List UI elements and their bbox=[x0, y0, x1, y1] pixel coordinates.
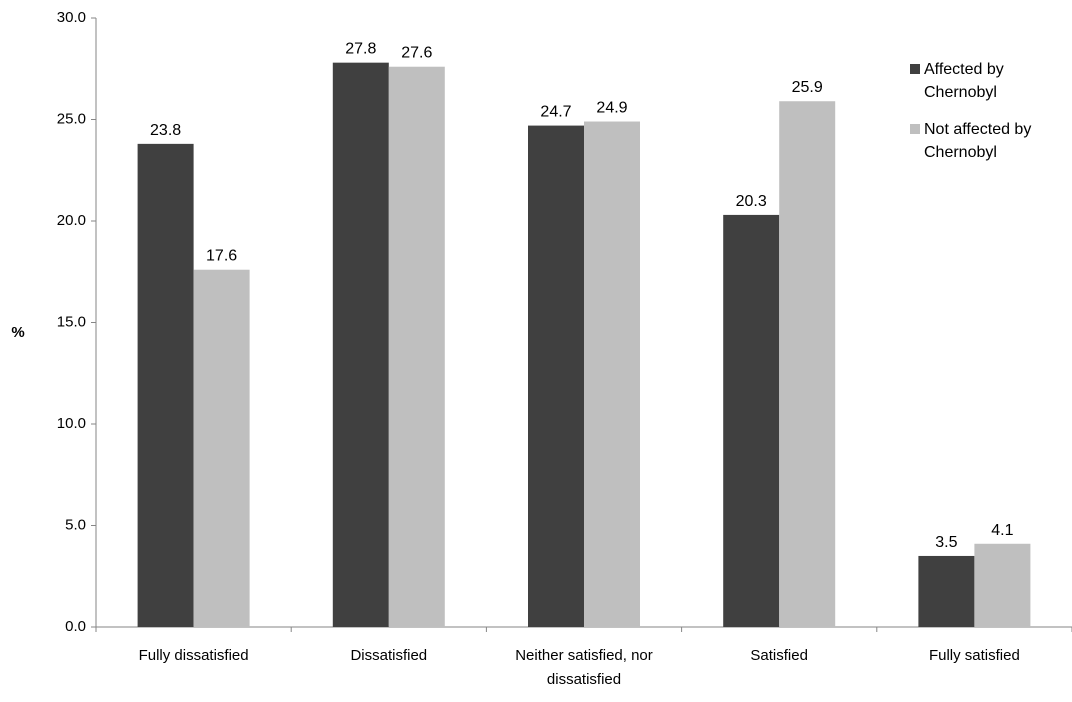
bar bbox=[723, 214, 780, 627]
y-tick-label: 5.0 bbox=[65, 516, 86, 533]
y-axis-title: % bbox=[11, 324, 24, 341]
x-category-label-line: Dissatisfied bbox=[350, 647, 427, 664]
legend-swatch bbox=[910, 64, 920, 74]
data-label: 3.5 bbox=[935, 534, 957, 551]
bar bbox=[584, 121, 640, 627]
bars bbox=[137, 62, 1031, 628]
x-category-label-line: Satisfied bbox=[750, 647, 808, 664]
x-category-label: Satisfied bbox=[750, 647, 808, 664]
y-tick-label: 0.0 bbox=[65, 618, 86, 635]
data-label: 27.6 bbox=[401, 45, 432, 62]
bar bbox=[779, 101, 836, 628]
x-category-label: Fully satisfied bbox=[929, 647, 1020, 664]
y-tick-label: 20.0 bbox=[57, 212, 86, 229]
y-tick-label: 30.0 bbox=[57, 9, 86, 26]
bar bbox=[332, 62, 389, 628]
axes: 0.0 5.0 10.0 15.0 20.0 25.0 30.0 Fully dissatis… bbox=[57, 9, 1072, 688]
legend-label-line: Not affected by bbox=[924, 121, 1031, 138]
legend-label-line: Chernobyl bbox=[924, 84, 997, 101]
bar bbox=[193, 269, 250, 627]
bar bbox=[528, 125, 584, 627]
bar bbox=[137, 143, 194, 628]
legend-label: Affected by Chernobyl bbox=[924, 61, 1004, 101]
data-label: 24.7 bbox=[540, 104, 571, 121]
data-label: 20.3 bbox=[736, 193, 767, 210]
x-category-label: Neither satisfied, nor dissatisfied bbox=[515, 647, 653, 688]
y-tick-label: 25.0 bbox=[57, 110, 86, 127]
data-label: 17.6 bbox=[206, 248, 237, 265]
bar bbox=[974, 543, 1031, 627]
bar bbox=[918, 555, 975, 627]
y-tick-label: 15.0 bbox=[57, 313, 86, 330]
data-label: 23.8 bbox=[150, 122, 181, 139]
data-label: 24.9 bbox=[596, 100, 627, 117]
data-label: 27.8 bbox=[345, 41, 376, 58]
x-category-label-line: dissatisfied bbox=[547, 671, 621, 688]
data-label: 25.9 bbox=[792, 79, 823, 96]
y-tick-label: 10.0 bbox=[57, 415, 86, 432]
legend-label: Not affected by Chernobyl bbox=[924, 121, 1031, 161]
x-category-label: Fully dissatisfied bbox=[139, 647, 249, 664]
x-category-label-line: Neither satisfied, nor bbox=[515, 647, 653, 664]
x-category-label-line: Fully dissatisfied bbox=[139, 647, 249, 664]
bar bbox=[388, 66, 445, 628]
legend-swatch bbox=[910, 124, 920, 134]
data-labels: 23.8 27.8 24.7 20.3 3.5 17.6 27.6 24.9 25.9 4.1 bbox=[150, 41, 1014, 551]
data-label: 4.1 bbox=[991, 522, 1013, 539]
x-category-label-line: Fully satisfied bbox=[929, 647, 1020, 664]
legend-label-line: Chernobyl bbox=[924, 144, 997, 161]
legend: Affected by Chernobyl Not affected by Chern… bbox=[910, 61, 1031, 161]
legend-label-line: Affected by bbox=[924, 61, 1004, 78]
x-category-label: Dissatisfied bbox=[350, 647, 427, 664]
